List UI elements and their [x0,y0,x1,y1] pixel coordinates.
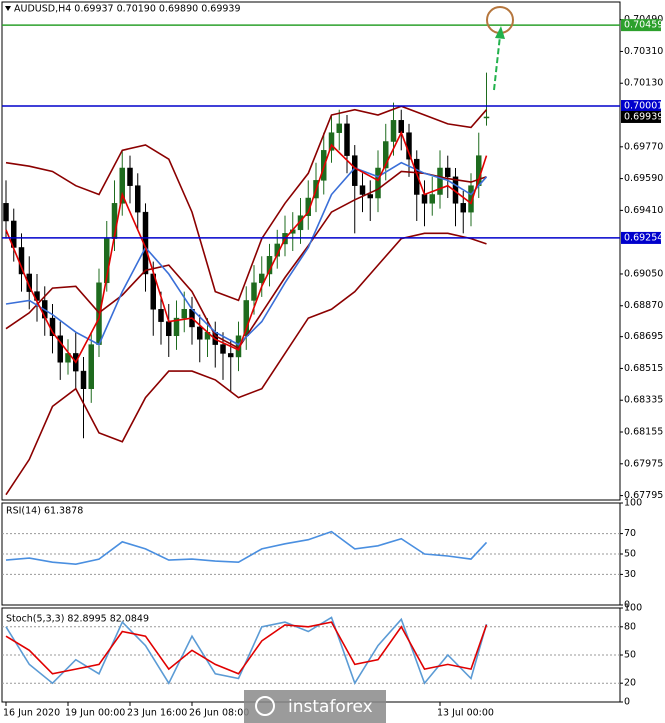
candle-body [483,116,490,119]
indicator-line [5,105,488,302]
candle-body [429,194,435,204]
candle-body [367,194,373,199]
candle-body [220,344,226,354]
y-tick-label: 0.70130 [624,78,663,89]
candle-body [336,123,342,133]
candle-body [57,335,63,363]
indicator-line [5,232,487,496]
y-tick-label: 0.69590 [624,173,663,184]
candle-body [158,309,164,322]
y-tick-label: 30 [624,569,636,580]
y-tick-label: 100 [624,498,642,509]
candle-body [181,309,187,319]
plot-layer: 0.704900.703100.701300.697700.695900.694… [2,14,663,719]
candle-body [228,353,234,358]
watermark-logo [255,696,275,716]
candle-body [26,273,32,292]
candle-body [359,185,366,195]
x-tick-label: 23 Jun 16:00 [127,708,187,719]
y-tick-label: 0.69050 [624,268,663,279]
level-label: 0.69254 [624,232,663,243]
candle-body [135,185,141,213]
y-tick-label: 0.68335 [624,395,663,406]
x-tick-label: 13 Jul 00:00 [437,708,494,719]
candle-body [383,141,389,169]
candle-body [390,120,397,142]
y-tick-label: 80 [624,621,636,632]
y-tick-label: 0 [624,600,630,611]
y-tick-label: 0 [624,697,630,708]
candle-body [437,167,443,195]
rsi-title: RSI(14) 61.3878 [6,506,83,517]
y-tick-label: 100 [624,603,642,614]
last-price-box [621,110,661,123]
y-tick-label: 0.69770 [624,141,663,152]
candle-body [251,282,257,301]
x-tick-label: 26 Jun 08:00 [189,708,249,719]
y-tick-label: 0.68695 [624,331,663,342]
watermark-box [244,690,386,723]
indicator-line [5,530,488,566]
main-panel [1,1,621,501]
candle-body [197,326,203,340]
x-tick-label: 16 Jun 2020 [3,708,60,719]
candle-body [166,321,172,337]
level-label-box [621,19,661,32]
candle-body [468,185,474,213]
chart-title: AUDUSD,H4 0.69937 0.70190 0.69890 0.6993… [14,4,241,15]
candle-body [88,344,94,389]
y-tick-label: 50 [624,549,636,560]
y-tick-label: 0.68515 [624,363,663,374]
indicator-line [5,170,487,350]
stoch-title: Stoch(5,3,3) 82.8995 82.0849 [6,614,149,625]
candle-body [328,132,335,151]
menu-triangle [5,6,11,11]
level-label: 0.70459 [624,20,663,31]
candle-body [80,370,87,389]
y-tick-label: 0.68155 [624,427,663,438]
y-tick-label: 0.67795 [624,490,663,501]
watermark: instaforex [288,697,373,717]
candle-body [398,120,404,133]
candle-body [445,167,451,178]
y-tick-label: 50 [624,650,636,661]
level-label-box [621,100,661,113]
forecast-arrow [493,35,501,91]
indicator-line [5,161,488,346]
candle-body [173,317,180,337]
candle-body [414,158,420,195]
last-price-label: 0.69939 [624,111,663,122]
x-tick-label: 19 Jun 00:00 [65,708,125,719]
y-tick-label: 20 [624,678,636,689]
candle-body [259,273,265,284]
candle-body [127,167,133,186]
candle-body [375,167,381,199]
level-label: 0.70001 [624,101,663,112]
candle-body [3,203,9,222]
candle-body [460,203,466,213]
indicator-line [5,621,488,675]
y-tick-label: 70 [624,528,636,539]
candle-body [344,123,350,156]
forecast-arrowhead [495,26,505,39]
candle-body [119,167,125,204]
y-tick-label: 0.68870 [624,300,663,311]
y-tick-label: 0.70310 [624,46,663,57]
candle-body [421,194,428,204]
indicator-line [5,130,488,364]
level-label-box [621,231,661,244]
y-tick-label: 0.69410 [624,205,663,216]
y-tick-label: 0.67975 [624,458,663,469]
